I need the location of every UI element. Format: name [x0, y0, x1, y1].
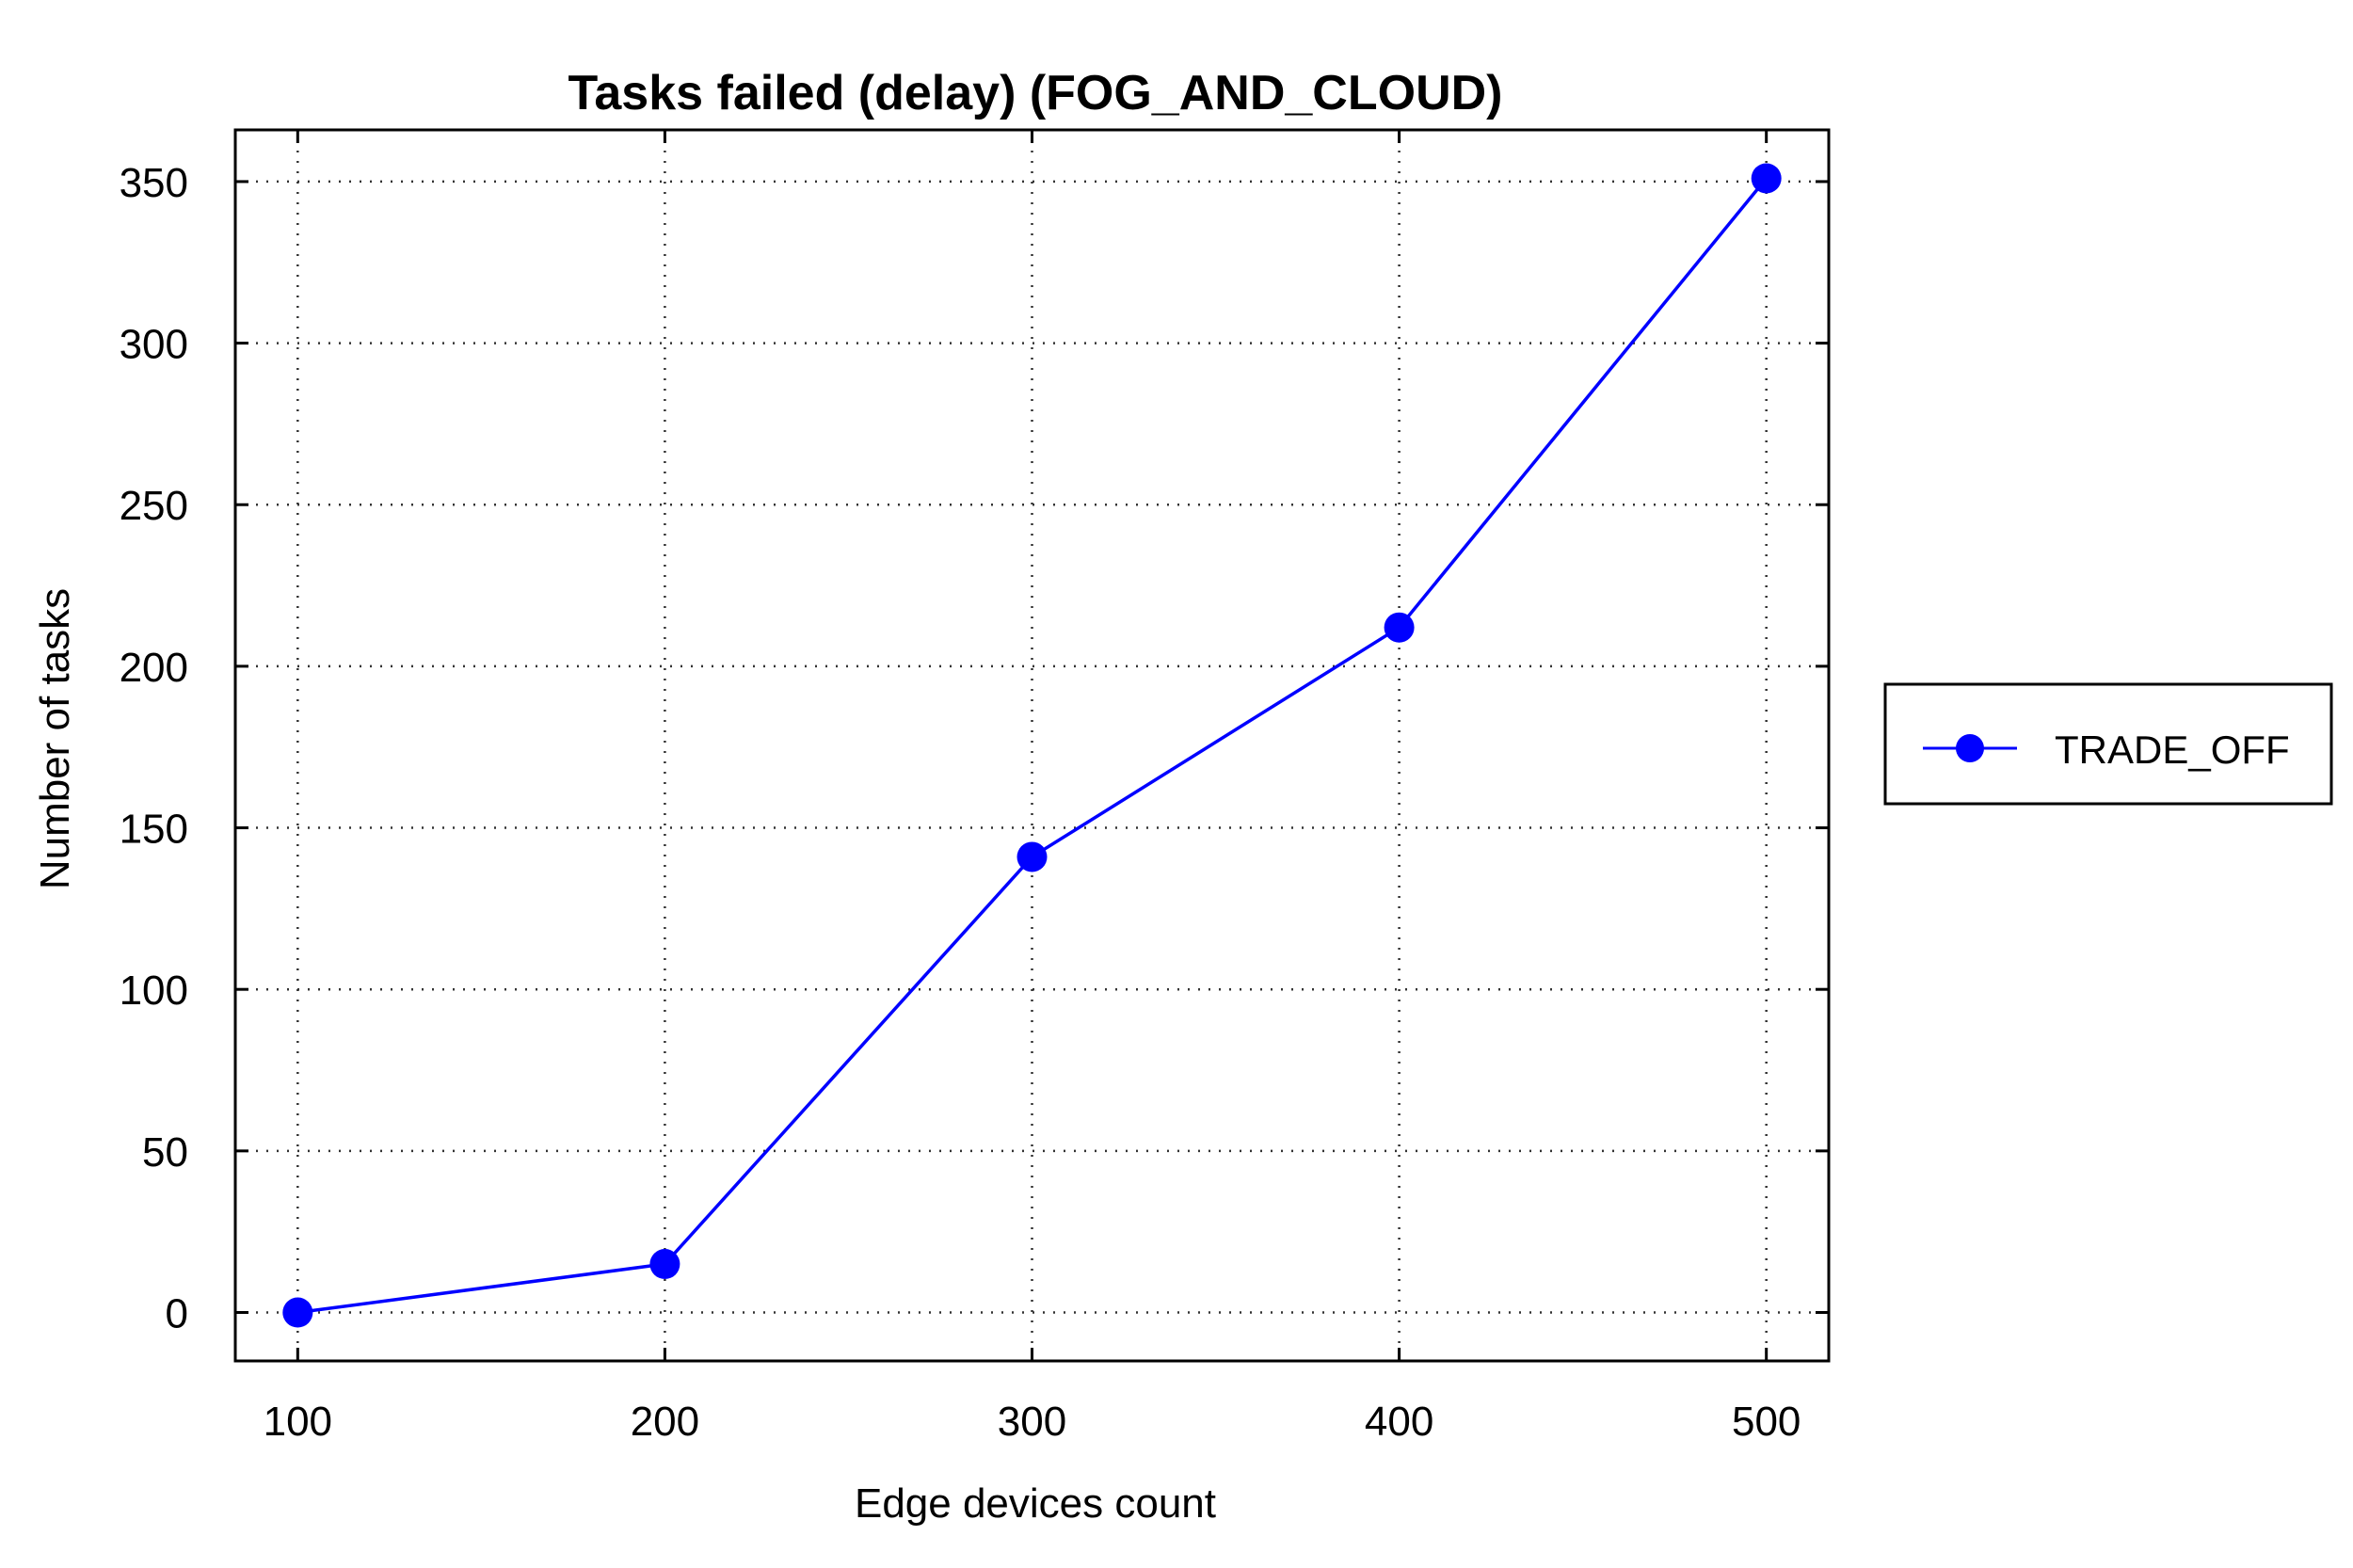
legend-marker-swatch [1956, 734, 1984, 762]
x-tick-label: 500 [1732, 1399, 1801, 1445]
data-point [1384, 612, 1415, 643]
data-point [1016, 841, 1048, 872]
grid-layer [235, 130, 1829, 1361]
y-tick-label: 350 [120, 160, 188, 206]
data-point [1751, 163, 1782, 194]
series-layer [282, 163, 1782, 1328]
chart-title: Tasks failed (delay) (FOG_AND_CLOUD) [568, 66, 1502, 120]
y-tick-label: 0 [166, 1291, 188, 1337]
y-axis-label: Number of tasks [32, 588, 78, 889]
x-tick-label: 100 [264, 1399, 332, 1445]
tick-layer: 100 200 300 400 500 0 50 100 150 200 250 300 350 [120, 130, 1829, 1445]
x-tick-label: 400 [1365, 1399, 1433, 1445]
x-tick-label: 200 [631, 1399, 699, 1445]
x-tick-label: 300 [998, 1399, 1066, 1445]
y-tick-label: 50 [142, 1129, 188, 1176]
data-point [282, 1297, 313, 1328]
legend: TRADE_OFF [1883, 682, 2333, 806]
y-tick-label: 100 [120, 968, 188, 1014]
x-axis-label: Edge devices count [855, 1480, 1216, 1527]
plot-frame [233, 128, 1831, 1363]
y-tick-label: 250 [120, 483, 188, 529]
y-tick-label: 300 [120, 322, 188, 368]
legend-label-trade-off: TRADE_OFF [2055, 728, 2290, 772]
data-point [649, 1249, 680, 1280]
y-tick-label: 150 [120, 807, 188, 853]
y-tick-label: 200 [120, 645, 188, 691]
